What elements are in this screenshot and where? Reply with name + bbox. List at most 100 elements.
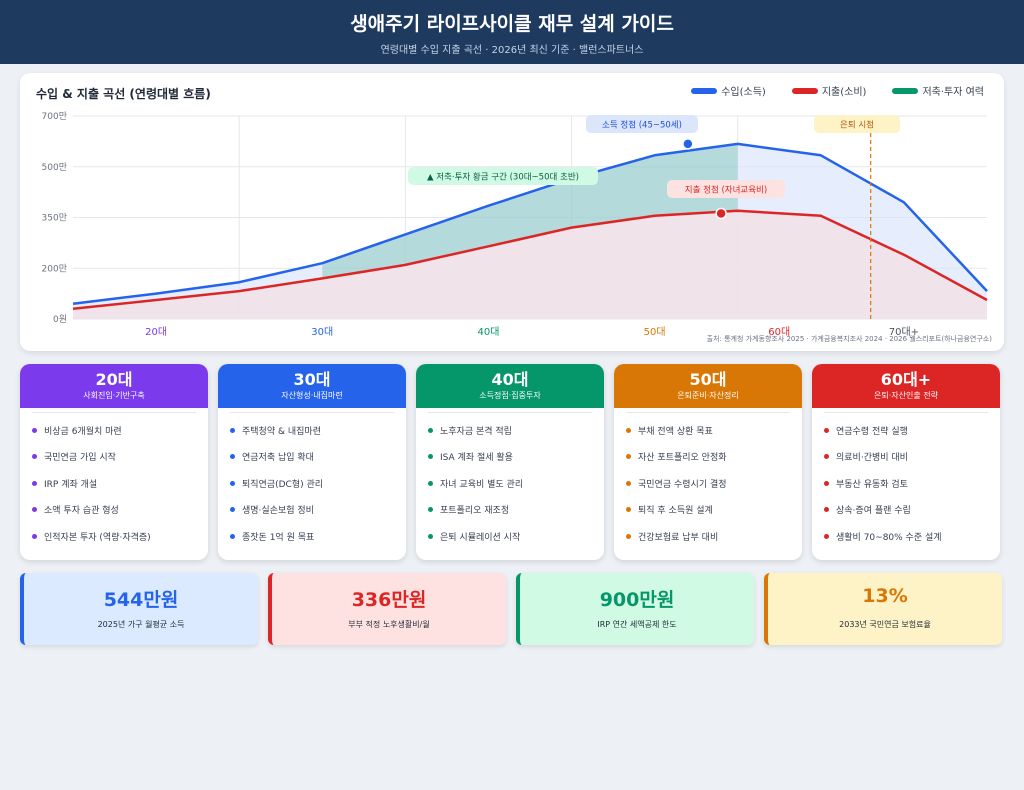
stage-subtitle: 은퇴준비·자산정리: [677, 391, 739, 400]
list-item: 자산 포트폴리오 안정화: [626, 444, 802, 471]
bullet-dot-icon: [32, 427, 37, 433]
savings-zone-area: [322, 143, 738, 279]
bullet-dot-icon: [230, 454, 235, 460]
list-item-text: 부채 전액 상환 목표: [638, 426, 713, 437]
list-item: 비상금 6개월치 마련: [32, 417, 208, 444]
x-category-label: 60대: [768, 326, 790, 338]
stage-card: 30대 자산형성·내집마련 주택청약 & 내집마련 연금저축 납입 확대 퇴직연금(DC…: [218, 364, 406, 560]
list-item-text: IRP 계좌 개설: [44, 479, 98, 490]
page-title: 생애주기 라이프사이클 재무 설계 가이드: [350, 13, 674, 35]
y-tick-label: 500만: [42, 162, 67, 173]
page-subtitle: 연령대별 수입 지출 곡선 · 2026년 최신 기준 · 밸런스파트너스: [380, 45, 644, 56]
list-item-text: ISA 계좌 절세 활용: [440, 453, 513, 464]
x-category-label: 30대: [311, 326, 333, 338]
list-item: 종잣돈 1억 원 목표: [230, 523, 406, 550]
list-item: 국민연금 가입 시작: [32, 444, 208, 471]
chart-card: 0원 200만 350만 500만 700만 소득 정점 (45~50세) 지출 정점 (자…: [20, 73, 1004, 351]
list-item-text: 주택청약 & 내집마련: [242, 426, 321, 437]
stage-header: 60대+ 은퇴·자산인출 전략: [812, 364, 1000, 408]
list-item-text: 노후자금 본격 적립: [440, 426, 512, 437]
list-item: 퇴직연금(DC형) 관리: [230, 470, 406, 497]
list-item-text: 비상금 6개월치 마련: [44, 426, 122, 437]
bullet-dot-icon: [824, 533, 829, 539]
bullet-dot-icon: [32, 480, 37, 486]
list-item-text: 소액 투자 습관 형성: [44, 506, 119, 517]
bullet-dot-icon: [626, 427, 631, 433]
stage-age: 40대: [491, 370, 529, 389]
legend-swatch-savings: [892, 87, 919, 94]
income-peak-label-text: 소득 정점 (45~50세): [602, 120, 682, 131]
legend-label-expense: 지출(소비): [821, 87, 867, 98]
y-tick-label: 0원: [53, 314, 67, 325]
stage-age: 30대: [293, 370, 331, 389]
list-item: 주택청약 & 내집마련: [230, 417, 406, 444]
stat-card: 336만원 부부 적정 노후생활비/월: [268, 573, 506, 645]
list-item-text: 국민연금 가입 시작: [44, 453, 116, 464]
list-item: ISA 계좌 절세 활용: [428, 444, 604, 471]
list-item: 자녀 교육비 별도 관리: [428, 470, 604, 497]
bullet-dot-icon: [626, 533, 631, 539]
list-item-text: 자산 포트폴리오 안정화: [638, 453, 727, 464]
bullet-dot-icon: [428, 480, 433, 486]
bullet-dot-icon: [626, 480, 631, 486]
stage-subtitle: 은퇴·자산인출 전략: [874, 391, 938, 400]
chart-legend: 수입(소득) 지출(소비) 저축·투자 여력: [691, 83, 984, 98]
list-item: 건강보험료 납부 대비: [626, 523, 802, 550]
stage-header: 20대 사회진입·기반구축: [20, 364, 208, 408]
legend-item-expense: 지출(소비): [791, 83, 867, 98]
y-tick-label: 200만: [42, 263, 67, 274]
retirement-label-text: 은퇴 시점: [840, 120, 874, 131]
stat-label: 2025년 가구 월평균 소득: [97, 620, 185, 629]
chart-source: 출처: 통계청 가계동향조사 2025 · 가계금융복지조사 2024 · 20…: [706, 335, 992, 343]
stage-divider: [32, 412, 196, 413]
stage-subtitle: 소득정점·집중투자: [479, 391, 541, 400]
list-item: 부채 전액 상환 목표: [626, 417, 802, 444]
stage-divider: [230, 412, 394, 413]
savings-zone-label-text: ▲ 저축·투자 황금 구간 (30대~50대 초반): [427, 172, 579, 183]
legend-label-income: 수입(소득): [721, 87, 766, 98]
legend-label-savings: 저축·투자 여력: [922, 87, 984, 98]
list-item: 소액 투자 습관 형성: [32, 497, 208, 524]
list-item-text: 생활비 70~80% 수준 설계: [836, 532, 942, 543]
stage-subtitle: 사회진입·기반구축: [83, 391, 145, 400]
savings-zone-label-box: [408, 167, 598, 185]
stage-checklist: 부채 전액 상환 목표 자산 포트폴리오 안정화 국민연금 수령시기 결정 퇴직 후 …: [614, 413, 802, 550]
chart-title: 수입 & 지출 곡선 (연령대별 흐름): [36, 87, 211, 101]
bullet-dot-icon: [824, 454, 829, 460]
y-tick-label: 350만: [42, 213, 67, 224]
list-item-text: 상속·증여 플랜 수립: [836, 506, 911, 517]
list-item: 인적자본 투자 (역량·자격증): [32, 523, 208, 550]
bullet-dot-icon: [428, 454, 433, 460]
list-item: 포트폴리오 재조정: [428, 497, 604, 524]
income-peak-label-box: [586, 115, 698, 133]
stage-checklist: 주택청약 & 내집마련 연금저축 납입 확대 퇴직연금(DC형) 관리 생명·실손보험…: [218, 413, 406, 550]
retirement-label: 은퇴 시점: [814, 115, 900, 133]
stat-card: 13% 2033년 국민연금 보험료율: [764, 573, 1002, 645]
income-peak-point: [682, 138, 694, 150]
stage-divider: [824, 412, 988, 413]
bullet-dot-icon: [230, 427, 235, 433]
list-item: 연금저축 납입 확대: [230, 444, 406, 471]
stage-age: 50대: [689, 370, 727, 389]
stage-card: 50대 은퇴준비·자산정리 부채 전액 상환 목표 자산 포트폴리오 안정화 국민연금 …: [614, 364, 802, 560]
legend-swatch-expense: [791, 87, 818, 94]
list-item: 연금수령 전략 실행: [824, 417, 1000, 444]
bullet-dot-icon: [824, 480, 829, 486]
bullet-dot-icon: [230, 533, 235, 539]
expense-peak-label: 지출 정점 (자녀교육비): [667, 180, 785, 198]
bullet-dot-icon: [824, 427, 829, 433]
expense-peak-label-text: 지출 정점 (자녀교육비): [685, 185, 767, 196]
stat-card: 900만원 IRP 연간 세액공제 한도: [516, 573, 754, 645]
list-item: IRP 계좌 개설: [32, 470, 208, 497]
list-item: 생활비 70~80% 수준 설계: [824, 523, 1000, 550]
x-category-label: 70대+: [889, 326, 919, 338]
bullet-dot-icon: [230, 507, 235, 513]
income-line: [72, 142, 988, 306]
stat-label: 부부 적정 노후생활비/월: [348, 620, 430, 629]
stat-card: 544만원 2025년 가구 월평균 소득: [20, 573, 258, 645]
